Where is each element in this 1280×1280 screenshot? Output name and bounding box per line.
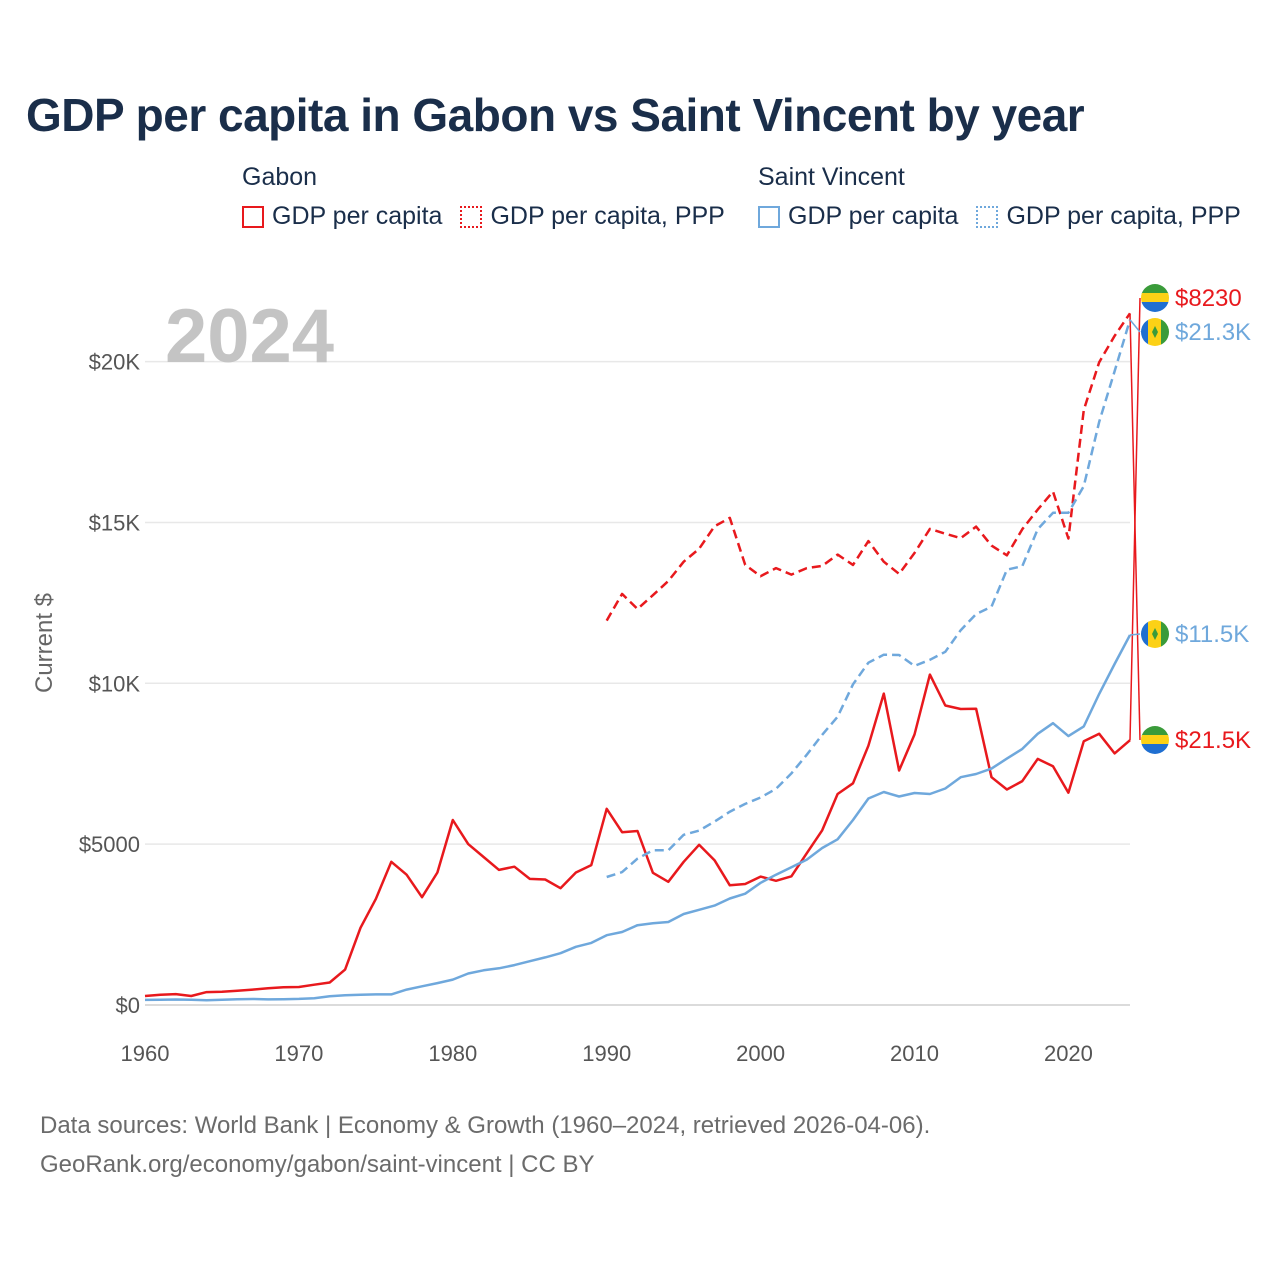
series-line-0[interactable] [144, 673, 1131, 998]
legend-item-saint-vincent-gdp[interactable]: GDP per capita [758, 202, 958, 231]
legend-item-gabon-gdp-ppp[interactable]: GDP per capita, PPP [460, 202, 725, 231]
end-value-label: $11.5K [1175, 621, 1249, 648]
y-tick-label: $15K [89, 510, 141, 535]
series-line-2[interactable] [144, 634, 1132, 1002]
y-axis-ticks: $0 $5000 $10K $15K $20K [79, 350, 141, 1018]
y-tick-label: $5000 [79, 832, 140, 857]
end-value-label: $8230 [1175, 285, 1242, 312]
x-tick-label: 2010 [890, 1041, 939, 1066]
saint-vincent-flag-icon [1141, 318, 1169, 346]
end-labels: $8230 $21.5K $11.5K $21.3K [1129, 285, 1251, 754]
x-tick-label: 1980 [428, 1041, 477, 1066]
y-tick-label: $10K [89, 671, 141, 696]
grid [145, 360, 1130, 1006]
end-label-leader [1129, 319, 1141, 333]
series-line-3[interactable] [606, 319, 1132, 879]
gabon-flag-icon [1141, 284, 1169, 312]
y-tick-label: $0 [116, 993, 140, 1018]
series-lines [144, 312, 1132, 1002]
x-tick-label: 1970 [274, 1041, 323, 1066]
year-watermark: 2024 [165, 294, 334, 379]
gabon-flag-icon [1141, 726, 1169, 754]
footer-source: Data sources: World Bank | Economy & Gro… [40, 1112, 931, 1139]
legend-swatch-solid [758, 205, 780, 228]
legend-swatch-dotted [976, 205, 999, 228]
legend-item-gabon-gdp[interactable]: GDP per capita [242, 202, 442, 231]
legend-item-label: GDP per capita, PPP [1006, 202, 1241, 230]
x-tick-label: 2000 [736, 1041, 785, 1066]
end-value-label: $21.3K [1175, 319, 1251, 346]
legend-item-label: GDP per capita [272, 202, 443, 230]
legend-item-label: GDP per capita [788, 202, 959, 230]
x-tick-label: 1960 [121, 1041, 170, 1066]
legend-swatch-solid [242, 205, 264, 228]
end-label-leader [1129, 313, 1141, 741]
x-axis-ticks: 1960 1970 1980 1990 2000 2010 2020 [121, 1041, 1093, 1066]
footer: Data sources: World Bank | Economy & Gro… [40, 1106, 930, 1184]
x-tick-label: 1990 [582, 1041, 631, 1066]
legend-group-saint-vincent: Saint Vincent GDP per capita GDP per cap… [758, 160, 1259, 231]
legend-swatch-dotted [460, 205, 483, 228]
x-tick-label: 2020 [1044, 1041, 1093, 1066]
legend-item-label: GDP per capita, PPP [490, 202, 725, 230]
legend-group-name: Saint Vincent [758, 163, 905, 191]
end-value-label: $21.5K [1175, 727, 1251, 754]
saint-vincent-flag-icon [1141, 620, 1169, 648]
end-label-leader [1129, 633, 1141, 636]
y-tick-label: $20K [89, 350, 141, 375]
y-axis-label: Current $ [31, 593, 58, 693]
legend-item-saint-vincent-gdp-ppp[interactable]: GDP per capita, PPP [976, 202, 1241, 231]
legend-group-name: Gabon [242, 163, 318, 191]
series-line-1[interactable] [605, 312, 1132, 622]
legend-group-gabon: Gabon GDP per capita GDP per capita, PPP [242, 160, 743, 231]
footer-link[interactable]: GeoRank.org/economy/gabon/saint-vincent … [40, 1151, 595, 1178]
chart-title: GDP per capita in Gabon vs Saint Vincent… [26, 89, 1085, 141]
